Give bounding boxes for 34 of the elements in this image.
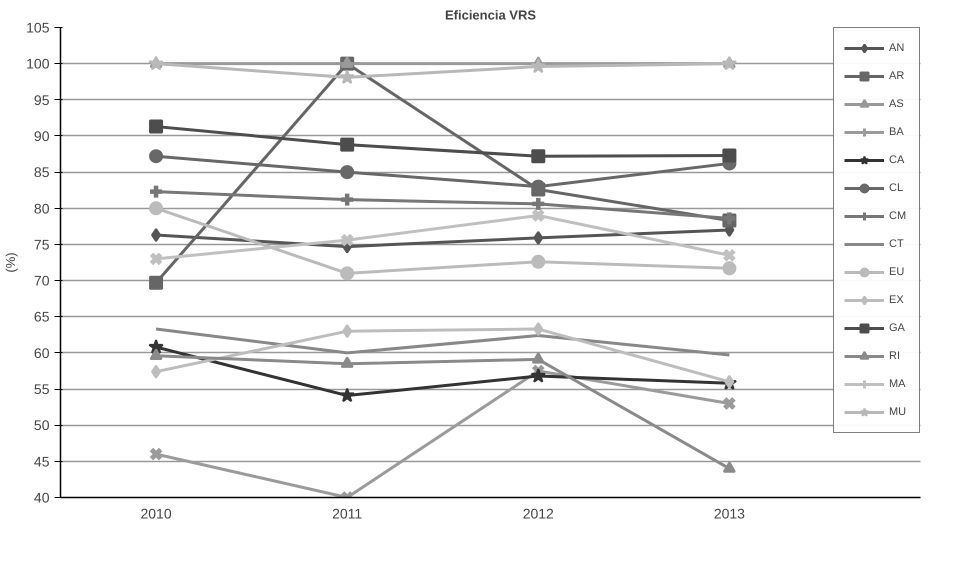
y-tick-label: 80	[34, 200, 50, 216]
y-tick-label: 70	[34, 272, 50, 289]
legend-label: AS	[889, 98, 905, 110]
legend-label: CT	[889, 238, 905, 250]
legend-label: RI	[889, 350, 901, 362]
legend-label: CM	[889, 210, 908, 222]
y-tick-label: 105	[26, 20, 50, 36]
x-tick-label: 2012	[522, 506, 554, 522]
y-axis-title: (%)	[3, 252, 18, 273]
legend-label: MU	[889, 406, 908, 418]
y-tick-label: 45	[34, 453, 50, 470]
y-tick-label: 55	[34, 381, 50, 398]
legend-label: CL	[889, 182, 904, 194]
x-tick-label: 2011	[332, 506, 362, 522]
y-tick-label: 85	[34, 164, 50, 180]
y-tick-label: 100	[26, 56, 50, 72]
y-tick-label: 95	[34, 92, 50, 108]
y-tick-label: 65	[34, 308, 50, 325]
legend-label: EX	[889, 294, 905, 306]
legend-label: GA	[889, 322, 906, 334]
legend-label: BA	[889, 126, 905, 138]
legend-label: EU	[889, 266, 906, 278]
x-tick-label: 2013	[714, 506, 746, 522]
y-tick-label: 40	[34, 490, 50, 506]
chart-title: Eficiencia VRS	[444, 8, 536, 22]
legend-label: AN	[889, 42, 906, 54]
legend-label: CA	[889, 154, 906, 166]
y-tick-label: 75	[34, 236, 50, 252]
y-tick-label: 50	[34, 417, 50, 434]
legend-label: AR	[889, 70, 906, 82]
y-tick-label: 90	[34, 128, 50, 144]
x-tick-label: 2010	[140, 506, 172, 522]
legend-label: MA	[889, 378, 906, 390]
y-tick-label: 60	[34, 344, 50, 361]
